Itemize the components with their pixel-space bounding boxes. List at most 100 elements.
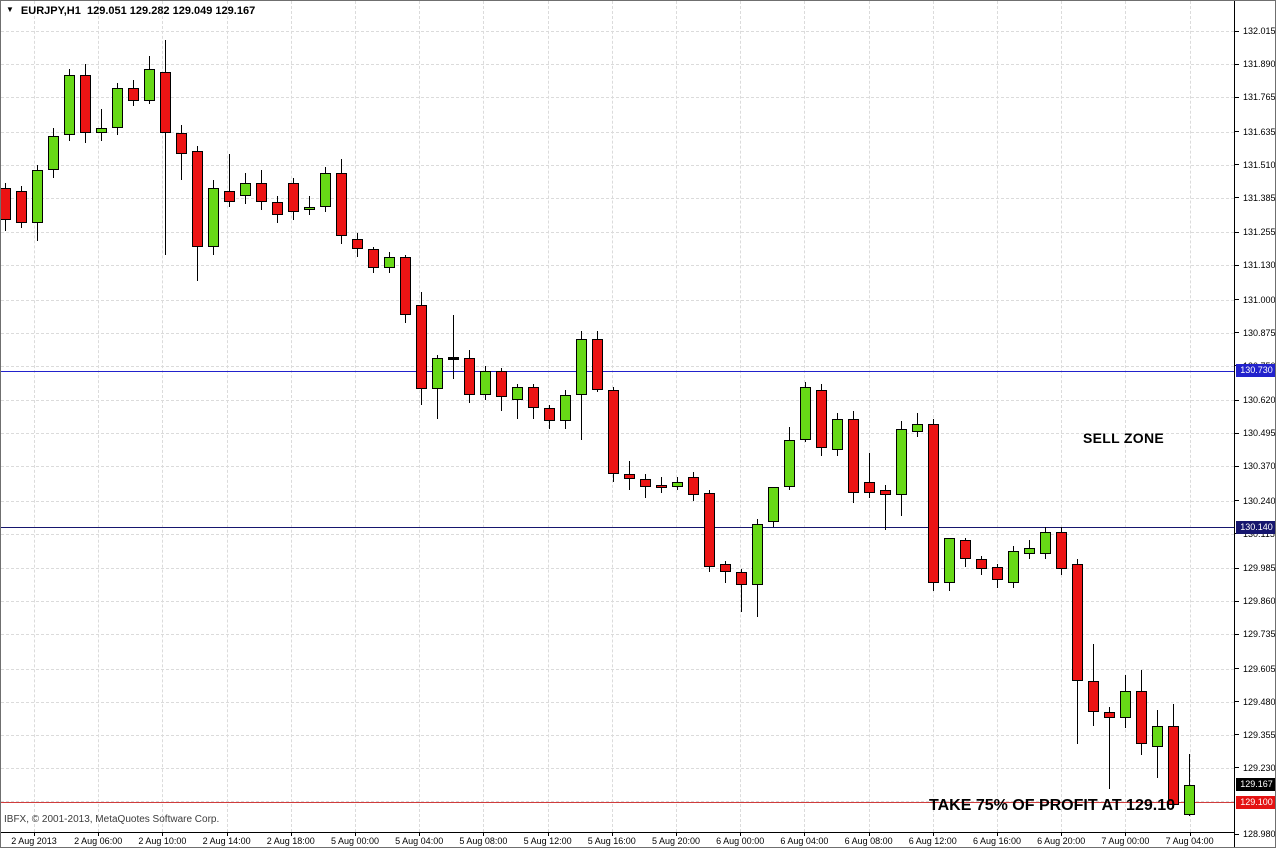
candle-body (47, 135, 59, 170)
candle-body (95, 127, 107, 133)
candle-body (559, 394, 571, 422)
candle-wick (228, 154, 230, 207)
grid-hline (1, 299, 1234, 301)
price-tick-label: 129.230 (1243, 762, 1276, 773)
candle-body (671, 482, 683, 488)
price-tick-label: 129.985 (1243, 563, 1276, 574)
candle-wick (452, 315, 454, 379)
take-profit-annotation: TAKE 75% OF PROFIT AT 129.10 (929, 797, 1175, 814)
price-tick-label: 130.240 (1243, 495, 1276, 506)
price-tick-label: 131.765 (1243, 92, 1276, 103)
time-axis-tick (932, 833, 934, 836)
time-axis-label: 6 Aug 00:00 (716, 836, 765, 846)
candle-body (79, 74, 91, 133)
time-axis-label: 2 Aug 18:00 (266, 836, 315, 846)
grid-hline (1, 533, 1234, 535)
price-axis-tick (1235, 600, 1239, 602)
hline-resistance[interactable] (1, 370, 1234, 372)
broker-copyright-label: IBFX, © 2001-2013, MetaQuotes Software C… (4, 814, 220, 825)
time-axis-tick (547, 833, 549, 836)
grid-vline (355, 1, 356, 832)
time-axis-label: 5 Aug 08:00 (459, 836, 508, 846)
time-axis-label: 5 Aug 12:00 (523, 836, 572, 846)
price-axis-tick (1235, 668, 1239, 670)
time-axis-label: 6 Aug 04:00 (780, 836, 829, 846)
grid-vline (740, 1, 742, 832)
candle-body (1087, 680, 1099, 713)
candle-body (431, 357, 443, 390)
grid-vline (1125, 1, 1127, 832)
candle-body (511, 386, 523, 401)
price-tick-label: 129.860 (1243, 596, 1276, 607)
time-axis-tick (1125, 833, 1127, 836)
candle-body (543, 408, 555, 422)
candle-body (479, 370, 491, 395)
price-axis-tick (1235, 432, 1239, 434)
price-axis-tick (1235, 231, 1239, 233)
grid-hline (1, 164, 1234, 166)
time-axis-label: 2 Aug 2013 (11, 836, 57, 846)
price-tick-label: 131.385 (1243, 192, 1276, 203)
candle-body (719, 564, 731, 573)
candle-body (1055, 532, 1067, 570)
candle-body (191, 151, 203, 247)
candle-wick (884, 484, 886, 530)
time-axis-tick (226, 833, 228, 836)
grid-hline (1, 800, 1234, 802)
candle-wick (660, 476, 662, 493)
grid-hline (1, 232, 1234, 234)
candle-body (767, 487, 779, 522)
price-box-support: 130.140 (1236, 520, 1275, 534)
candle-body (1119, 691, 1131, 718)
time-axis-label: 5 Aug 00:00 (330, 836, 380, 846)
time-axis-tick (162, 833, 164, 836)
grid-vline (98, 1, 100, 832)
candle-body (335, 172, 347, 237)
candle-body (895, 429, 907, 496)
candle-wick (308, 196, 310, 215)
time-axis-tick (98, 833, 100, 836)
price-tick-label: 131.510 (1243, 159, 1276, 170)
hline-take-profit-level[interactable] (1, 802, 1234, 804)
candle-body (1, 188, 11, 221)
candle-wick (164, 40, 166, 255)
chart-plot-area[interactable]: ▼ EURJPY,H1 129.051 129.282 129.049 129.1… (1, 1, 1234, 832)
price-axis[interactable]: 132.015 131.890 131.765 131.635 131.510 131.3… (1234, 1, 1276, 847)
time-axis-tick (419, 833, 421, 836)
candle-body (991, 566, 1003, 580)
price-tick-label: 130.875 (1243, 327, 1276, 338)
collapse-triangle-icon[interactable]: ▼ (6, 5, 14, 14)
candle-body (959, 540, 971, 559)
candle-body (527, 386, 539, 409)
grid-vline (226, 1, 228, 832)
grid-hline (1, 197, 1234, 199)
candle-body (799, 386, 811, 440)
grid-hline (1, 734, 1234, 736)
price-tick-label: 130.370 (1243, 461, 1276, 472)
candle-body (847, 418, 859, 493)
candle-body (31, 169, 43, 223)
grid-vline (1189, 1, 1191, 832)
candle-body (815, 389, 827, 448)
price-tick-label: 131.130 (1243, 260, 1276, 271)
price-axis-tick (1235, 633, 1239, 635)
time-axis-tick (483, 833, 485, 836)
candle-body (623, 474, 635, 480)
price-tick-label: 129.355 (1243, 729, 1276, 740)
grid-hline (1, 131, 1234, 133)
symbol-period-label: EURJPY,H1 (20, 5, 81, 17)
candle-wick (516, 384, 518, 419)
price-axis-tick (1235, 96, 1239, 98)
time-axis-tick (740, 833, 742, 836)
grid-vline (868, 1, 870, 832)
time-axis-label: 5 Aug 20:00 (651, 836, 701, 846)
price-tick-label: 130.115 (1243, 528, 1275, 539)
time-axis[interactable]: 2 Aug 2013 2 Aug 06:00 2 Aug 10:00 2 Aug 14… (1, 832, 1234, 847)
candle-body (575, 339, 587, 395)
time-axis-label: 5 Aug 16:00 (587, 836, 636, 846)
grid-hline (1, 365, 1234, 367)
hline-support[interactable] (1, 527, 1234, 529)
sell-zone-annotation: SELL ZONE (1083, 430, 1165, 446)
price-box-take-profit-level: 129.100 (1236, 795, 1275, 809)
